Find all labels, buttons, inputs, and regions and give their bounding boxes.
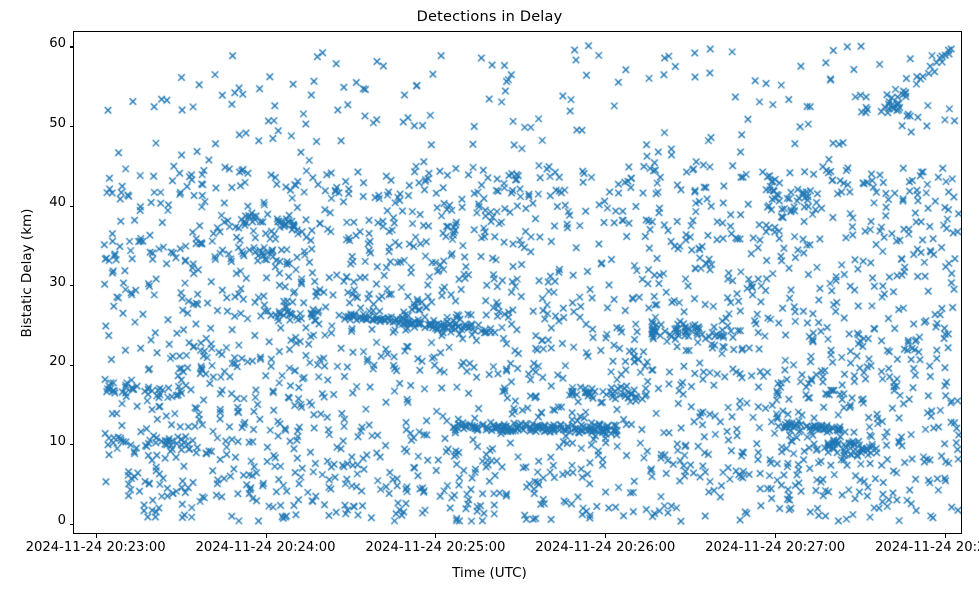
plot-area: [73, 31, 962, 534]
y-axis-tick-label: 30: [49, 274, 66, 290]
page-title: Detections in Delay: [416, 9, 563, 25]
x-axis-tick-mark: [775, 534, 777, 538]
y-axis-tick-label: 20: [49, 354, 66, 370]
scatter-points-layer: [74, 32, 961, 533]
x-axis-tick-mark: [605, 534, 607, 538]
y-axis-tick-label: 50: [49, 115, 66, 131]
y-axis-tick-mark: [69, 364, 73, 366]
y-axis-tick-label: 0: [57, 513, 66, 529]
x-axis-tick-label: 2024-11-24 20:23:00: [25, 540, 166, 555]
x-axis-label: Time (UTC): [452, 565, 527, 581]
x-axis-tick-label: 2024-11-24 20:24:00: [195, 540, 336, 555]
y-axis-tick-label: 10: [49, 433, 66, 449]
x-axis-tick-label: 2024-11-24 20:27:00: [705, 540, 846, 555]
y-axis-tick-label: 40: [49, 195, 66, 211]
y-axis-tick-mark: [69, 46, 73, 48]
x-axis-tick-label: 2024-11-24 20:26:00: [535, 540, 676, 555]
x-axis-tick-label: 2024-11-24 20:25:00: [365, 540, 506, 555]
y-axis-label: Bistatic Delay (km): [19, 208, 35, 338]
y-axis-tick-mark: [69, 444, 73, 446]
y-axis-tick-mark: [69, 126, 73, 128]
x-axis-tick-mark: [945, 534, 947, 538]
x-axis: 2024-11-24 20:23:00 2024-11-24 20:24:00 20…: [0, 534, 979, 590]
x-axis-tick-label: 2024-11-24 20:28:00: [874, 540, 979, 555]
y-axis-tick-mark: [69, 285, 73, 287]
y-axis-tick-mark: [69, 205, 73, 207]
x-axis-tick-mark: [435, 534, 437, 538]
y-axis-tick-label: 60: [49, 35, 66, 51]
y-axis-tick-mark: [69, 523, 73, 526]
x-axis-tick-mark: [265, 534, 267, 538]
x-axis-tick-mark: [95, 534, 97, 538]
y-axis: Bistatic Delay (km) 0 10 20 30 40 50 60: [0, 0, 73, 590]
